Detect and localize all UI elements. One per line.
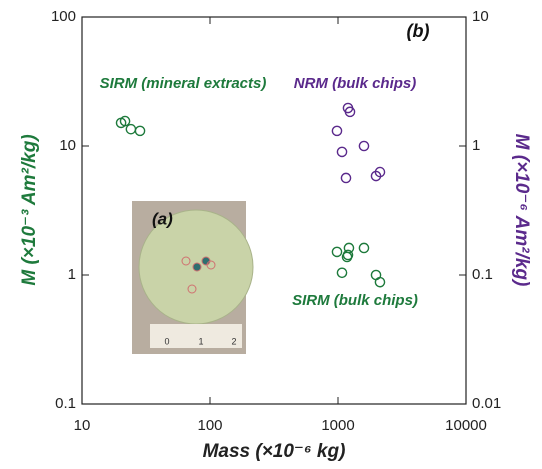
y-tick-label: 1 xyxy=(68,266,76,283)
panel-label: (b) xyxy=(407,21,430,41)
y2-axis-label: M (×10⁻⁶ Am²/kg) xyxy=(511,134,532,287)
x-tick-label: 100 xyxy=(197,417,222,434)
series-label: SIRM (bulk chips) xyxy=(292,292,418,309)
point xyxy=(337,268,346,277)
point xyxy=(375,278,384,287)
ruler-label: 1 xyxy=(198,336,203,346)
spot xyxy=(193,263,201,271)
point xyxy=(337,147,346,156)
y-tick-label: 0.1 xyxy=(55,395,76,412)
y2-tick-label: 1 xyxy=(472,137,480,154)
y2-tick-label: 10 xyxy=(472,8,489,25)
point xyxy=(341,173,350,182)
ruler-label: 0 xyxy=(164,336,169,346)
x-axis-label: Mass (×10⁻⁶ kg) xyxy=(203,441,346,462)
y2-tick-label: 0.1 xyxy=(472,266,493,283)
ruler-label: 2 xyxy=(231,336,236,346)
x-tick-label: 1000 xyxy=(321,417,354,434)
y-axis-label: M (×10⁻³ Am²/kg) xyxy=(19,134,40,285)
chart: (a) 0 1 2 (b) SIRM (mineral extracts) NR… xyxy=(0,0,542,464)
point xyxy=(332,247,341,256)
series-label: SIRM (mineral extracts) xyxy=(100,75,267,92)
point xyxy=(332,126,341,135)
y2-tick-label: 0.01 xyxy=(472,395,501,412)
spot xyxy=(202,257,210,265)
series-label: NRM (bulk chips) xyxy=(294,75,417,92)
point xyxy=(126,125,135,134)
point xyxy=(135,126,144,135)
inset-label: (a) xyxy=(152,209,173,228)
point xyxy=(359,243,368,252)
point xyxy=(359,141,368,150)
x-tick-label: 10000 xyxy=(445,417,487,434)
y-tick-label: 10 xyxy=(59,137,76,154)
inset-photo: (a) 0 1 2 xyxy=(132,201,253,354)
y-tick-label: 100 xyxy=(51,8,76,25)
x-tick-label: 10 xyxy=(74,417,91,434)
